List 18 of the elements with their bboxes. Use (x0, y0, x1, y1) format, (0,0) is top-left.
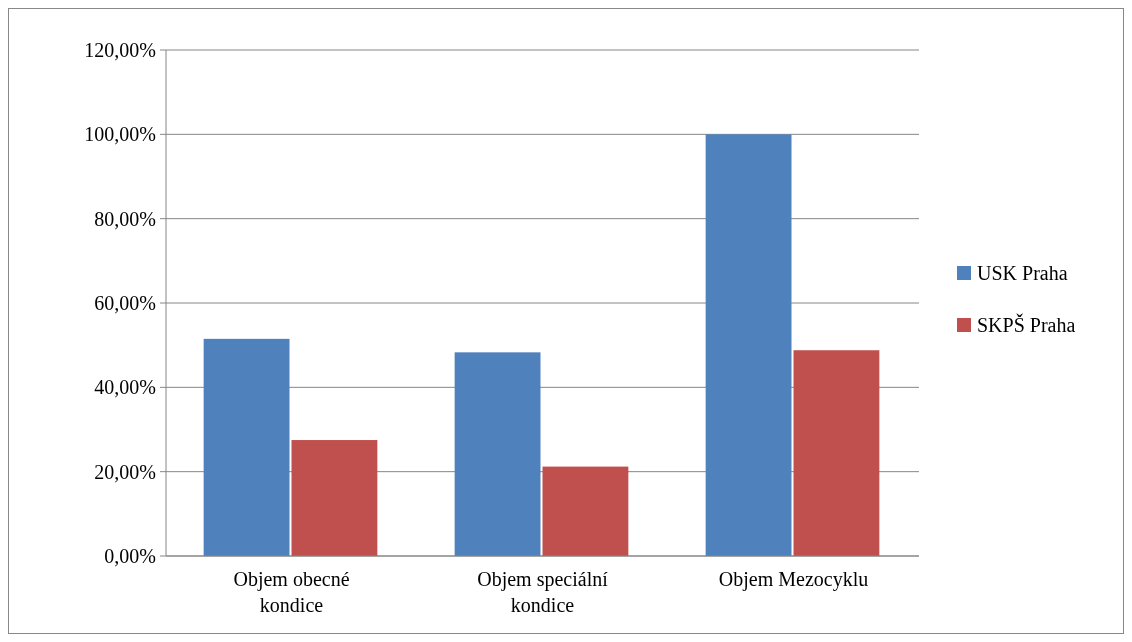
y-tick-label: 20,00% (94, 460, 156, 483)
y-tick-label: 120,00% (84, 39, 156, 61)
bar (291, 440, 378, 556)
y-tick-label: 60,00% (94, 292, 156, 314)
x-tick-label: Objem speciální kondice (477, 568, 609, 616)
legend-label: USK Praha (977, 262, 1068, 284)
bar (542, 466, 629, 556)
x-tick-label: Objem obecné kondice (233, 568, 350, 616)
y-tick-label: 40,00% (94, 376, 156, 399)
y-tick-label: 100,00% (84, 123, 156, 146)
bar (705, 134, 792, 556)
bar (454, 352, 541, 556)
bar (793, 350, 880, 556)
y-tick-label: 80,00% (94, 207, 156, 230)
bar (203, 338, 290, 556)
y-tick-label: 0,00% (104, 545, 156, 567)
x-tick-label: Objem Mezocyklu (718, 568, 869, 591)
legend-label: SKPŠ Praha (977, 313, 1076, 336)
